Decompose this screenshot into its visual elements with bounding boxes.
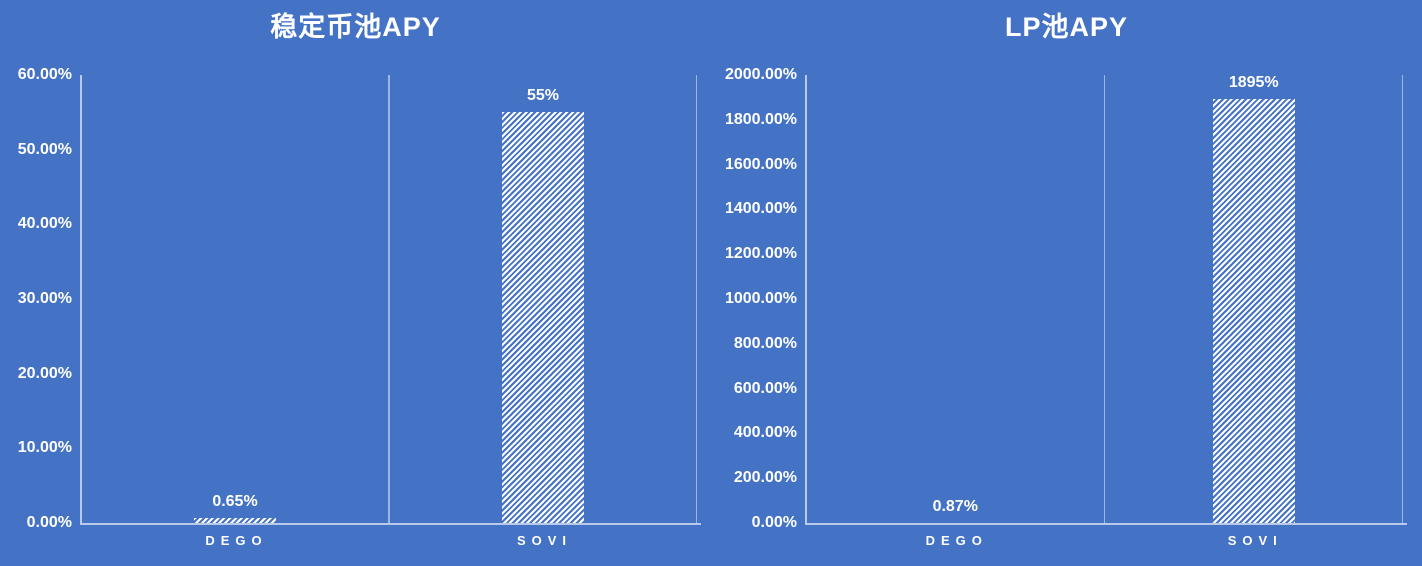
y-axis-tick-label: 1000.00%: [724, 290, 797, 307]
y-axis-tick-label: 600.00%: [733, 379, 797, 397]
chart-title: 稳定币池APY: [270, 12, 441, 42]
y-axis-tick-label: 1200.00%: [724, 245, 797, 263]
chart-title: LP池APY: [1004, 12, 1129, 42]
y-axis-tick-label: 1600.00%: [724, 155, 797, 173]
y-axis-tick-label: 1800.00%: [724, 110, 797, 128]
category-label-dego: DEGO: [205, 533, 268, 548]
plot-area: 0.00% 200.00% 400.00% 600.00% 800.00% 1000.00…: [725, 66, 1407, 548]
y-axis-line: [80, 75, 82, 523]
y-axis-tick-label: 30.00%: [17, 290, 72, 307]
y-axis-tick-label: 1400.00%: [724, 200, 797, 218]
category-boundary-gridline: [1401, 75, 1403, 523]
bar-sovi: [502, 112, 584, 523]
chart-lp-pool-apy: LP池APY 0.00% 200.00% 400.00% 600.00% 800.00%…: [711, 0, 1422, 566]
category-boundary-gridline: [1103, 75, 1106, 523]
category-label-dego: DEGO: [925, 533, 988, 548]
bar-sovi: [1212, 98, 1295, 523]
y-axis-tick-label: 0.00%: [751, 514, 797, 531]
y-axis-tick-label: 2000.00%: [724, 66, 797, 83]
bar-value-label-sovi: 55%: [526, 87, 560, 105]
y-axis-tick-label: 50.00%: [17, 140, 72, 158]
bar-dego: [194, 518, 276, 523]
chart-stablecoin-pool-apy: 稳定币池APY 0.00% 10.00% 20.00% 30.00% 40.00% 50.…: [18, 12, 701, 548]
category-label-sovi: SOVI: [1227, 533, 1283, 548]
bar-value-label-dego: 0.65%: [212, 493, 258, 511]
category-label-sovi: SOVI: [516, 533, 573, 548]
category-boundary-gridline: [695, 75, 697, 523]
y-axis-tick-label: 400.00%: [733, 424, 797, 442]
bar-value-label-sovi: 1895%: [1228, 73, 1279, 91]
y-axis-tick-label: 200.00%: [733, 469, 797, 487]
y-axis-tick-label: 60.00%: [17, 66, 72, 83]
y-axis-tick-label: 20.00%: [17, 364, 72, 382]
y-axis-tick-label: 800.00%: [733, 334, 797, 352]
bar-value-label-dego: 0.87%: [932, 497, 978, 515]
y-axis-line: [805, 75, 807, 523]
y-axis-tick-label: 0.00%: [26, 514, 72, 531]
x-axis-line: [805, 523, 1407, 525]
y-axis-tick-label: 40.00%: [17, 215, 72, 233]
y-axis-tick-label: 10.00%: [17, 439, 72, 457]
x-axis-line: [80, 523, 701, 525]
category-boundary-gridline: [388, 75, 390, 523]
plot-area: 0.00% 10.00% 20.00% 30.00% 40.00% 50.00% 60.00…: [18, 66, 701, 548]
